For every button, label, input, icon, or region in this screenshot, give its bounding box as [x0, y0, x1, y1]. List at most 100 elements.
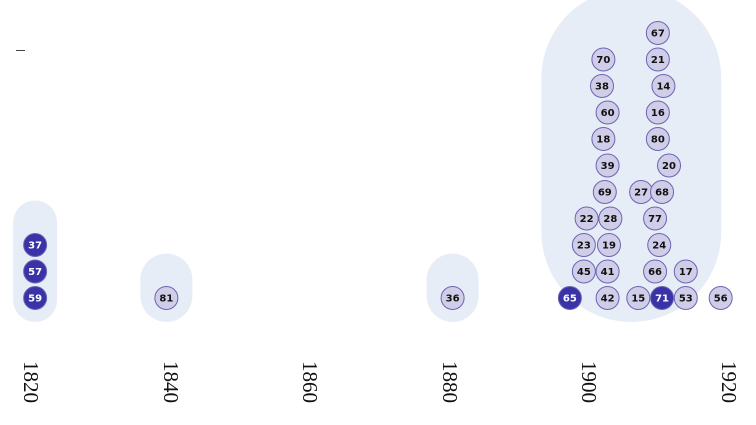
point-marker — [643, 206, 668, 231]
point-marker — [595, 259, 620, 284]
data-point: 18 — [591, 127, 616, 151]
data-point: 19 — [596, 233, 621, 257]
point-marker — [596, 233, 621, 257]
point-marker — [154, 286, 179, 310]
edge-tick-mark — [16, 50, 25, 51]
point-marker — [590, 74, 614, 98]
point-marker — [557, 286, 582, 310]
point-marker — [595, 100, 620, 125]
point-marker — [23, 286, 48, 310]
data-point: 81 — [154, 286, 179, 310]
x-tick-label: 1900 — [577, 361, 602, 403]
point-label: 27 — [634, 188, 648, 199]
point-label: 39 — [601, 161, 615, 172]
point-marker — [598, 206, 623, 231]
point-marker — [595, 286, 620, 310]
data-points: 59 57 37 81 36 65 45 23 22 42 41 19 28 69 39 18 60 38 70 15… — [23, 21, 733, 310]
point-marker — [650, 180, 675, 204]
point-label: 77 — [648, 214, 662, 225]
data-point: 37 — [23, 233, 48, 257]
point-label: 57 — [28, 267, 42, 278]
point-marker — [591, 127, 616, 151]
data-point: 14 — [651, 74, 676, 98]
data-point: 77 — [643, 206, 668, 231]
data-point: 67 — [645, 21, 670, 45]
data-point: 56 — [708, 286, 733, 310]
point-marker — [645, 47, 670, 72]
data-point: 17 — [673, 259, 698, 284]
point-label: 22 — [580, 214, 594, 225]
point-label: 23 — [577, 241, 591, 252]
point-marker — [643, 259, 668, 284]
point-label: 36 — [446, 294, 460, 305]
point-marker — [647, 233, 672, 257]
data-point: 20 — [657, 153, 682, 178]
point-marker — [591, 47, 616, 72]
data-point: 39 — [595, 153, 620, 178]
data-point: 53 — [673, 286, 698, 310]
point-label: 67 — [651, 29, 665, 40]
point-marker — [645, 127, 670, 151]
data-point: 65 — [557, 286, 582, 310]
x-tick-label: 1920 — [717, 361, 742, 403]
point-label: 15 — [631, 294, 645, 305]
point-label: 19 — [602, 241, 616, 252]
point-marker — [595, 153, 620, 178]
point-label: 28 — [603, 214, 617, 225]
point-label: 56 — [714, 294, 728, 305]
point-marker — [23, 233, 48, 257]
point-label: 14 — [656, 82, 670, 93]
point-marker — [650, 286, 675, 310]
data-point: 23 — [571, 233, 596, 257]
point-marker — [708, 286, 733, 310]
x-tick-label: 1860 — [298, 361, 323, 403]
data-point: 27 — [629, 180, 654, 204]
data-point: 80 — [645, 127, 670, 151]
data-point: 41 — [595, 259, 620, 284]
data-point: 70 — [591, 47, 616, 72]
data-point: 57 — [23, 259, 48, 284]
point-label: 69 — [598, 188, 612, 199]
data-point: 60 — [595, 100, 620, 125]
data-point: 24 — [647, 233, 672, 257]
point-marker — [673, 286, 698, 310]
data-point: 22 — [574, 206, 599, 231]
point-label: 17 — [679, 267, 693, 278]
point-label: 59 — [28, 294, 42, 305]
point-marker — [23, 259, 48, 284]
data-point: 38 — [590, 74, 614, 98]
point-marker — [574, 206, 599, 231]
data-point: 21 — [645, 47, 670, 72]
point-marker — [645, 100, 670, 125]
point-marker — [651, 74, 676, 98]
x-tick-label: 1820 — [18, 361, 43, 403]
point-label: 41 — [601, 267, 615, 278]
point-label: 71 — [655, 294, 669, 305]
data-point: 16 — [645, 100, 670, 125]
point-label: 45 — [577, 267, 591, 278]
point-label: 66 — [648, 267, 662, 278]
point-label: 18 — [596, 135, 610, 146]
point-marker — [571, 233, 596, 257]
data-point: 45 — [571, 259, 596, 284]
point-label: 81 — [159, 294, 173, 305]
point-label: 42 — [601, 294, 615, 305]
point-label: 65 — [563, 294, 577, 305]
point-marker — [657, 153, 682, 178]
x-tick-label: 1880 — [437, 361, 462, 403]
point-marker — [673, 259, 698, 284]
data-point: 42 — [595, 286, 620, 310]
point-label: 68 — [655, 188, 669, 199]
data-point: 15 — [626, 286, 651, 310]
point-label: 60 — [601, 108, 615, 119]
point-marker — [645, 21, 670, 45]
point-label: 70 — [596, 55, 610, 66]
data-point: 66 — [643, 259, 668, 284]
data-point: 36 — [440, 286, 465, 310]
data-point: 28 — [598, 206, 623, 231]
x-tick-label: 1840 — [158, 361, 183, 403]
point-label: 20 — [662, 161, 676, 172]
point-label: 80 — [651, 135, 665, 146]
